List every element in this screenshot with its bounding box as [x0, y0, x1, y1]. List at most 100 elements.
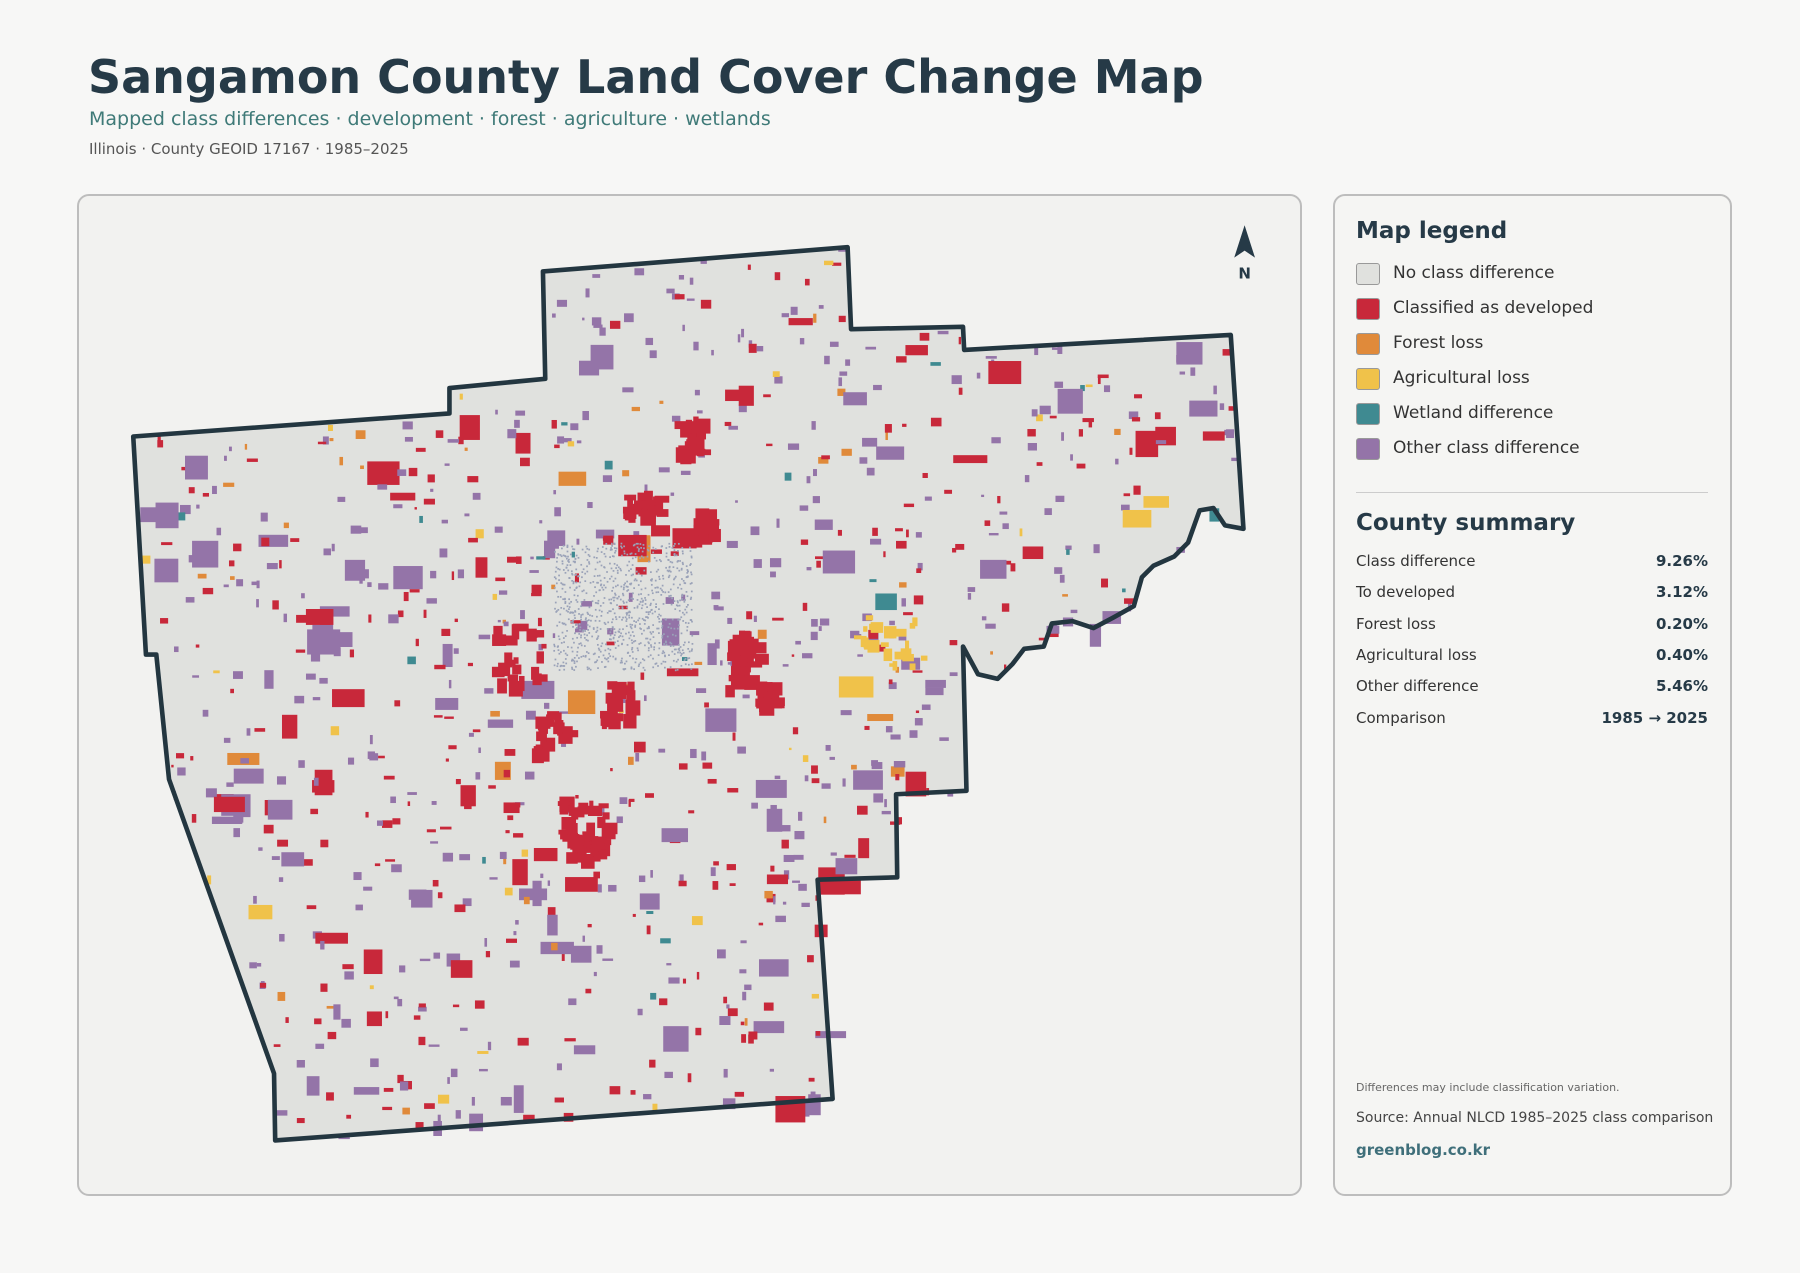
patch [832, 262, 842, 266]
patch [613, 634, 616, 636]
patch [694, 520, 707, 536]
patch [787, 443, 800, 450]
patch [582, 935, 585, 942]
patch [691, 663, 693, 666]
patch [702, 762, 713, 769]
patch [626, 606, 629, 609]
patch [564, 658, 567, 660]
patch [596, 659, 599, 662]
patch [557, 595, 560, 598]
patch [564, 652, 567, 655]
patch [521, 680, 555, 699]
patch [580, 601, 583, 603]
patch [677, 560, 680, 562]
patch [590, 836, 599, 841]
patch [591, 615, 594, 617]
patch [632, 592, 634, 595]
patch [1027, 443, 1037, 451]
patch [764, 691, 773, 705]
patch [571, 545, 574, 548]
patch [606, 628, 609, 630]
patch [614, 592, 616, 595]
patch [561, 816, 577, 830]
patch [556, 556, 558, 559]
patch [418, 1003, 426, 1008]
patch [906, 529, 909, 538]
patch [835, 858, 858, 875]
patch [649, 1059, 656, 1068]
patch [1154, 412, 1161, 420]
patch [610, 628, 613, 631]
patch [585, 639, 588, 641]
patch [772, 371, 780, 377]
patch [638, 617, 641, 620]
patch [572, 625, 574, 628]
patch [747, 264, 751, 270]
patch [659, 614, 662, 617]
patch [561, 583, 564, 586]
patch [565, 877, 598, 892]
patch [640, 593, 642, 595]
patch [676, 627, 679, 630]
patch [740, 1021, 745, 1026]
patch [687, 663, 690, 666]
patch [568, 598, 570, 601]
patch [517, 1037, 529, 1046]
patch [563, 622, 566, 625]
patch [799, 338, 805, 345]
patch [812, 496, 820, 504]
patch [781, 313, 790, 318]
patch [681, 595, 684, 597]
patch [157, 434, 161, 444]
patch [919, 332, 930, 341]
patch [553, 576, 556, 579]
patch [643, 569, 646, 572]
patch [644, 597, 646, 599]
patch [1135, 430, 1159, 458]
patch [595, 591, 598, 594]
patch [1044, 508, 1052, 516]
patch [650, 602, 652, 605]
patch [800, 539, 809, 545]
patch [596, 602, 599, 605]
patch [663, 651, 666, 654]
patch [611, 555, 614, 558]
patch [845, 359, 851, 366]
patch [641, 632, 643, 635]
patch [720, 660, 723, 666]
patch [658, 748, 666, 753]
patch [472, 492, 481, 500]
patch [649, 638, 652, 641]
patch [574, 573, 580, 583]
patch [686, 569, 689, 571]
patch [492, 634, 507, 646]
patch [753, 615, 757, 622]
patch [573, 662, 576, 664]
patch [680, 616, 683, 619]
patch [532, 687, 538, 691]
patch [565, 662, 568, 665]
patch [266, 563, 278, 570]
patch [319, 677, 328, 684]
patch [681, 594, 686, 601]
patch [771, 690, 780, 699]
patch [529, 570, 539, 573]
patch [468, 537, 478, 543]
patch [627, 599, 630, 601]
patch [632, 598, 634, 600]
patch [651, 592, 654, 595]
patch [575, 623, 578, 626]
patch [636, 599, 639, 601]
patch [661, 545, 663, 548]
patch [696, 410, 703, 414]
patch [662, 591, 664, 593]
patch [818, 626, 822, 631]
patch [556, 646, 559, 648]
patch [672, 669, 683, 675]
patch [612, 596, 615, 599]
patch [770, 865, 775, 872]
patch [635, 567, 647, 575]
patch [662, 660, 665, 663]
legend-label: Forest loss [1393, 333, 1484, 353]
